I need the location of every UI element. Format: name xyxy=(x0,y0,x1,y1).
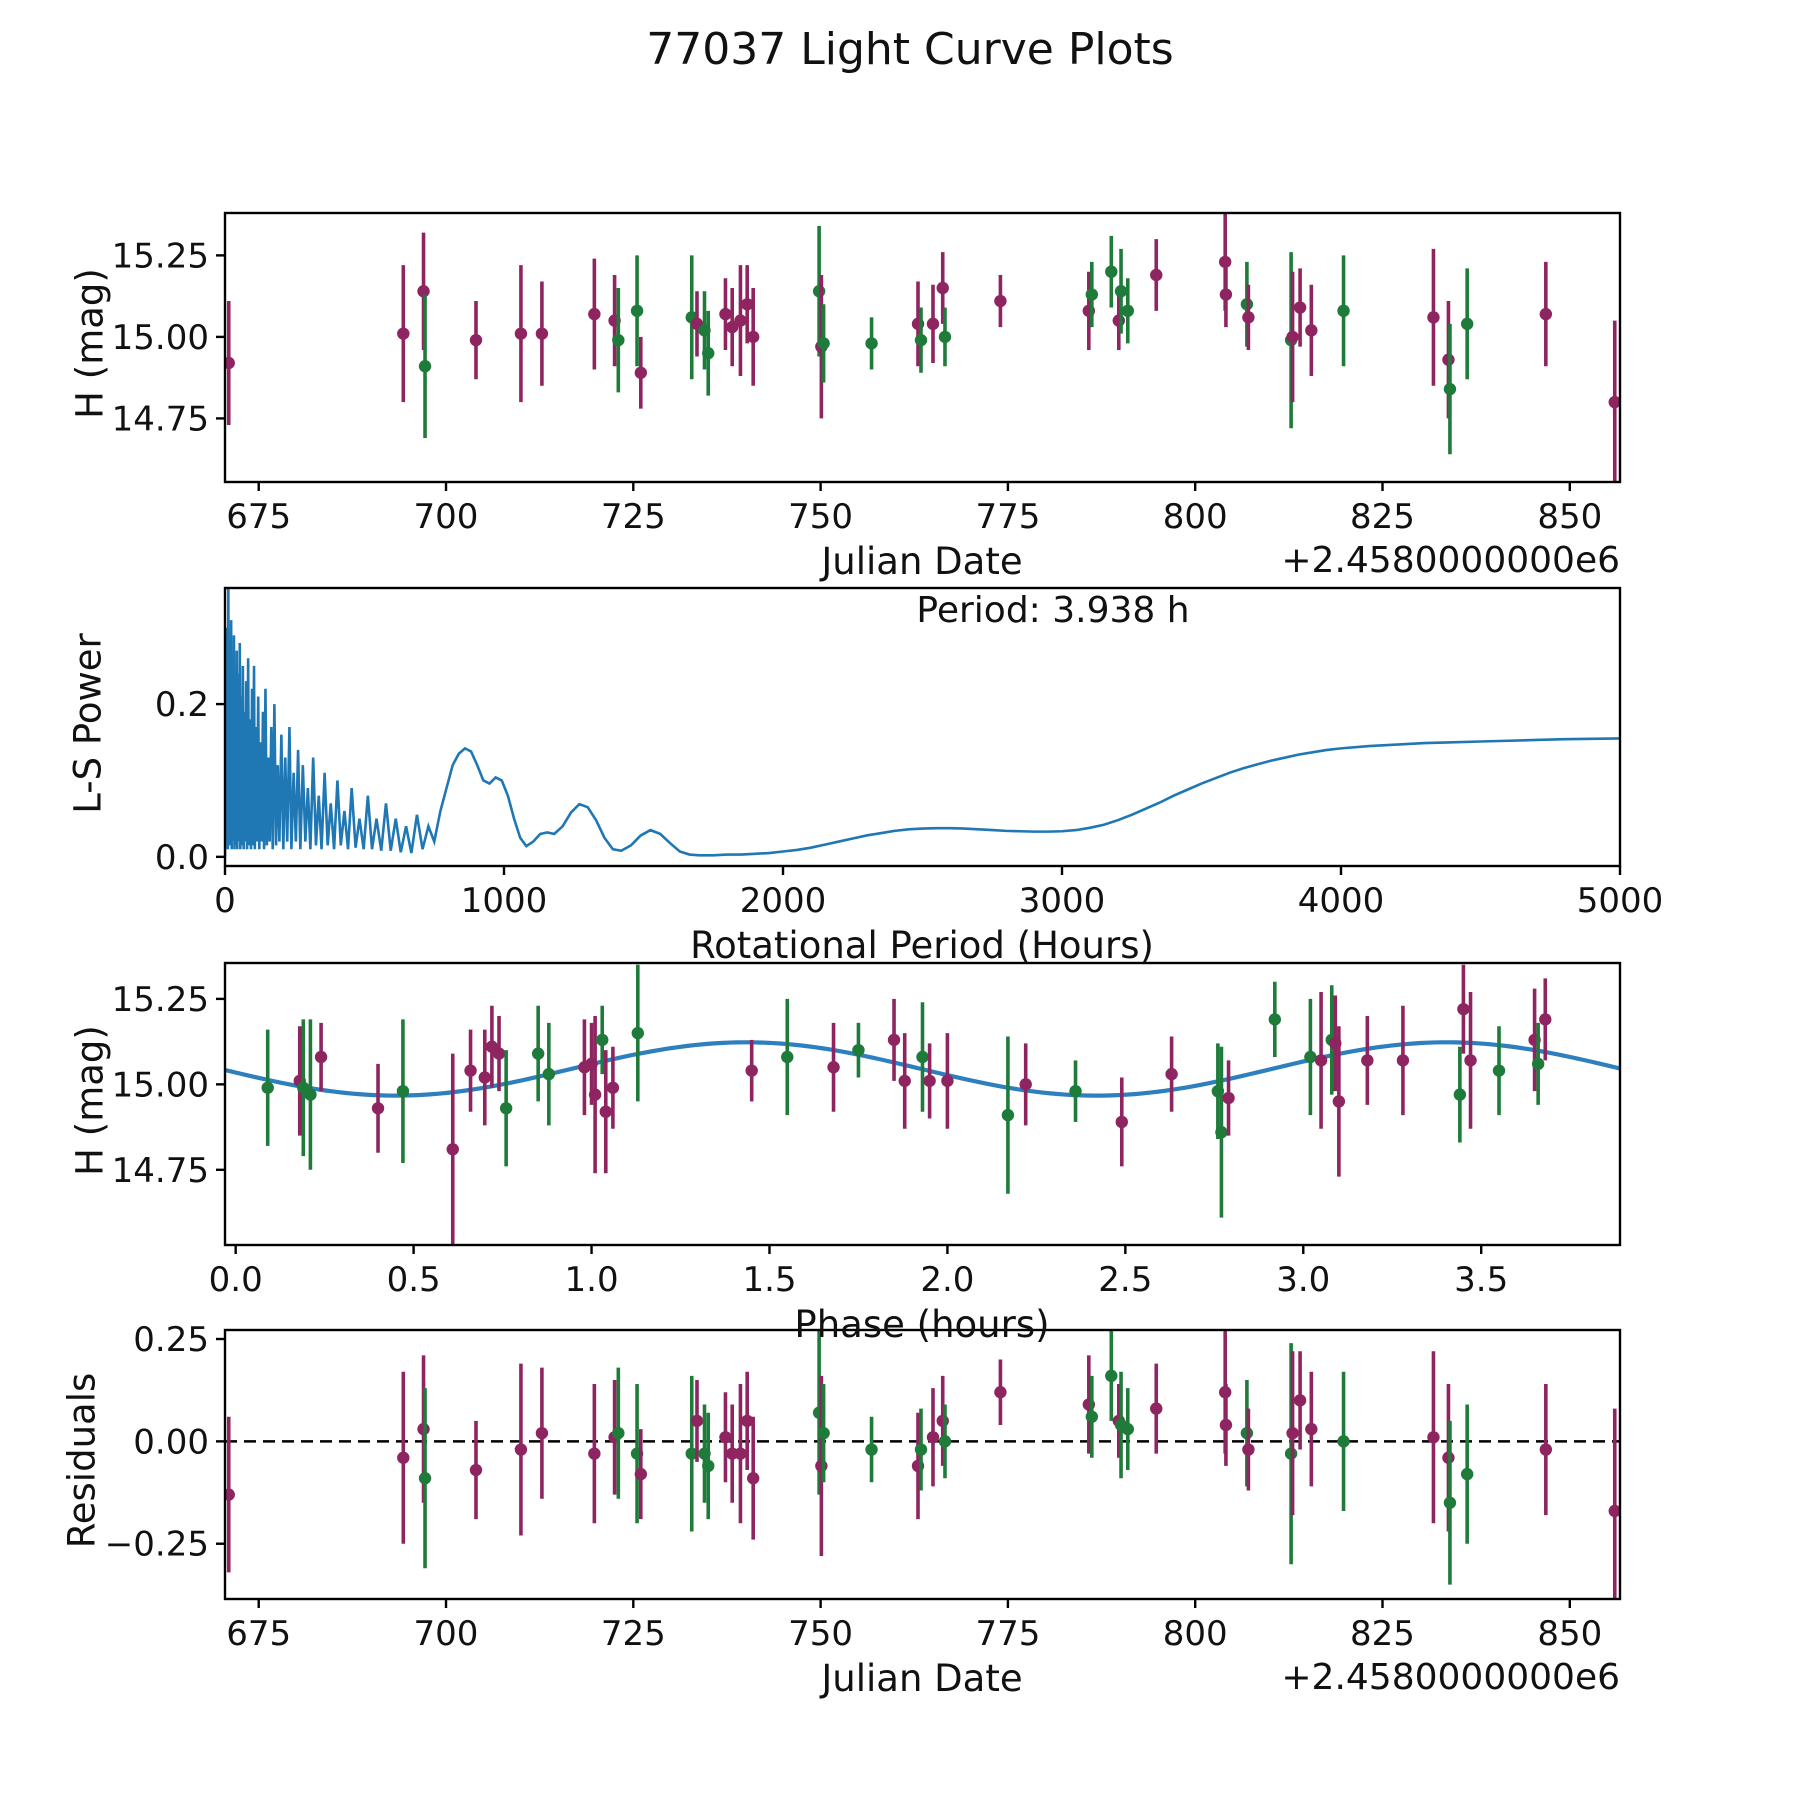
svg-text:15.25: 15.25 xyxy=(112,980,209,1020)
residuals-points xyxy=(225,1330,1620,1599)
residuals-frame xyxy=(223,1328,1622,1601)
svg-text:675: 675 xyxy=(226,497,291,537)
residuals-plot: 675 700 725 750 775 800 825 850 −0.25 0.00 0.25 xyxy=(105,1320,1622,1654)
svg-text:14.75: 14.75 xyxy=(112,399,209,439)
svg-text:1.0: 1.0 xyxy=(565,1260,619,1300)
svg-text:850: 850 xyxy=(1537,1614,1602,1654)
periodogram-y-axis-label: L-S Power xyxy=(66,633,110,814)
svg-text:0.0: 0.0 xyxy=(209,1260,263,1300)
svg-text:2.5: 2.5 xyxy=(1098,1260,1152,1300)
svg-text:750: 750 xyxy=(788,497,853,537)
svg-text:2000: 2000 xyxy=(740,881,827,921)
svg-text:15.25: 15.25 xyxy=(112,236,209,276)
phase-y-axis-label: H (mag) xyxy=(68,1025,112,1176)
svg-text:15.00: 15.00 xyxy=(112,318,209,358)
residuals-axes: 675 700 725 750 775 800 825 850 −0.25 0.00 0.25 xyxy=(105,1320,1602,1654)
svg-text:725: 725 xyxy=(601,1614,666,1654)
phased-light-curve-frame xyxy=(223,961,1622,1247)
svg-text:0.5: 0.5 xyxy=(387,1260,441,1300)
lightcurve-x-axis-label: Julian Date xyxy=(821,540,1023,583)
svg-text:14.75: 14.75 xyxy=(112,1151,209,1191)
svg-text:0.2: 0.2 xyxy=(155,685,209,725)
svg-text:850: 850 xyxy=(1537,497,1602,537)
light-curve-frame xyxy=(223,211,1622,484)
svg-text:−0.25: −0.25 xyxy=(105,1525,209,1565)
figure-title: 77037 Light Curve Plots xyxy=(646,24,1174,75)
svg-text:0.0: 0.0 xyxy=(155,838,209,878)
period-annotation: Period: 3.938 h xyxy=(916,590,1190,631)
svg-text:0.25: 0.25 xyxy=(133,1320,209,1360)
svg-text:700: 700 xyxy=(414,1614,479,1654)
lomb-scargle-periodogram-frame xyxy=(223,586,1622,868)
svg-text:825: 825 xyxy=(1350,497,1415,537)
light-curve-plot: 675 700 725 750 775 800 825 850 14.75 15.00 15.25 xyxy=(112,211,1622,537)
svg-text:3.0: 3.0 xyxy=(1276,1260,1330,1300)
phase-x-axis-label: Phase (hours) xyxy=(794,1303,1050,1346)
svg-text:800: 800 xyxy=(1163,1614,1228,1654)
residuals-x-offset-text: +2.4580000000e6 xyxy=(1281,1657,1620,1698)
lightcurve-y-axis-label: H (mag) xyxy=(68,268,112,419)
svg-text:775: 775 xyxy=(975,1614,1040,1654)
svg-text:800: 800 xyxy=(1163,497,1228,537)
svg-text:4000: 4000 xyxy=(1298,881,1385,921)
svg-text:775: 775 xyxy=(975,497,1040,537)
svg-text:5000: 5000 xyxy=(1577,881,1664,921)
svg-text:700: 700 xyxy=(414,497,479,537)
svg-text:3.5: 3.5 xyxy=(1454,1260,1508,1300)
svg-text:725: 725 xyxy=(601,497,666,537)
svg-text:1.5: 1.5 xyxy=(742,1260,796,1300)
periodogram-curve xyxy=(225,588,1620,857)
lomb-scargle-periodogram-axes: 0 1000 2000 3000 4000 5000 0.0 0.2 xyxy=(155,685,1663,921)
svg-text:2.0: 2.0 xyxy=(920,1260,974,1300)
light-curve-points xyxy=(225,213,1620,482)
svg-text:15.00: 15.00 xyxy=(112,1065,209,1105)
residuals-y-axis-label: Residuals xyxy=(60,1372,104,1549)
phased-light-curve-plot: 0.0 0.5 1.0 1.5 2.0 2.5 3.0 3.5 14.75 15.00 15.25 xyxy=(112,961,1622,1300)
periodogram-x-axis-label: Rotational Period (Hours) xyxy=(690,924,1154,967)
residuals-x-axis-label: Julian Date xyxy=(821,1657,1023,1700)
phased-light-curve-points xyxy=(261,964,1552,1245)
light-curve-axes: 675 700 725 750 775 800 825 850 14.75 15.00 15.25 xyxy=(112,236,1603,537)
svg-text:0.00: 0.00 xyxy=(133,1422,209,1462)
lomb-scargle-periodogram-plot: 0 1000 2000 3000 4000 5000 0.0 0.2 xyxy=(155,586,1663,921)
svg-text:750: 750 xyxy=(788,1614,853,1654)
lightcurve-x-offset-text: +2.4580000000e6 xyxy=(1281,540,1620,581)
phased-light-curve-axes: 0.0 0.5 1.0 1.5 2.0 2.5 3.0 3.5 14.75 15.00 15.25 xyxy=(112,980,1509,1300)
svg-text:1000: 1000 xyxy=(461,881,548,921)
svg-text:825: 825 xyxy=(1350,1614,1415,1654)
svg-text:3000: 3000 xyxy=(1019,881,1106,921)
svg-text:0: 0 xyxy=(214,881,236,921)
svg-text:675: 675 xyxy=(226,1614,291,1654)
